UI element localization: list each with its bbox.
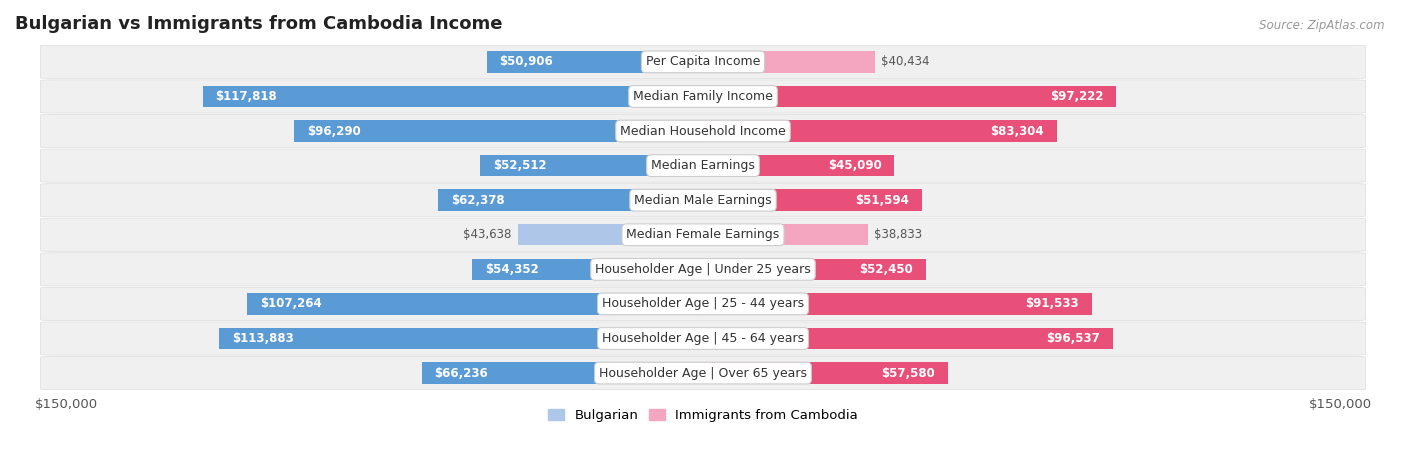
Text: $83,304: $83,304 — [990, 125, 1045, 138]
FancyBboxPatch shape — [41, 322, 1365, 355]
Text: $51,594: $51,594 — [855, 194, 910, 207]
FancyBboxPatch shape — [41, 253, 1365, 286]
Text: $62,378: $62,378 — [451, 194, 505, 207]
Text: Householder Age | Under 25 years: Householder Age | Under 25 years — [595, 263, 811, 276]
Text: $38,833: $38,833 — [875, 228, 922, 241]
Bar — [202, 86, 703, 107]
Bar — [219, 328, 703, 349]
Legend: Bulgarian, Immigrants from Cambodia: Bulgarian, Immigrants from Cambodia — [543, 404, 863, 427]
Text: Median Household Income: Median Household Income — [620, 125, 786, 138]
Text: Source: ZipAtlas.com: Source: ZipAtlas.com — [1260, 19, 1385, 32]
Text: $117,818: $117,818 — [215, 90, 277, 103]
Text: $66,236: $66,236 — [434, 367, 488, 380]
Bar — [703, 328, 1114, 349]
Text: $57,580: $57,580 — [882, 367, 935, 380]
FancyBboxPatch shape — [41, 114, 1365, 148]
Bar — [703, 155, 894, 177]
Text: Householder Age | 25 - 44 years: Householder Age | 25 - 44 years — [602, 297, 804, 311]
Text: $43,638: $43,638 — [463, 228, 512, 241]
Text: Median Female Earnings: Median Female Earnings — [627, 228, 779, 241]
Bar — [486, 51, 703, 73]
Bar — [703, 190, 922, 211]
Bar — [479, 155, 703, 177]
Text: $96,537: $96,537 — [1046, 332, 1101, 345]
Text: $97,222: $97,222 — [1050, 90, 1104, 103]
FancyBboxPatch shape — [41, 287, 1365, 320]
Bar — [472, 259, 703, 280]
Text: $45,090: $45,090 — [828, 159, 882, 172]
FancyBboxPatch shape — [41, 184, 1365, 217]
Bar — [703, 224, 868, 246]
Text: $54,352: $54,352 — [485, 263, 538, 276]
Bar — [703, 259, 925, 280]
Bar — [703, 86, 1116, 107]
FancyBboxPatch shape — [41, 149, 1365, 182]
Text: $96,290: $96,290 — [307, 125, 360, 138]
Text: $52,512: $52,512 — [492, 159, 547, 172]
Bar — [439, 190, 703, 211]
Text: Per Capita Income: Per Capita Income — [645, 56, 761, 68]
Text: Median Male Earnings: Median Male Earnings — [634, 194, 772, 207]
Text: $52,450: $52,450 — [859, 263, 912, 276]
Text: $91,533: $91,533 — [1025, 297, 1078, 311]
Bar — [703, 51, 875, 73]
Bar — [422, 362, 703, 384]
Bar — [703, 120, 1057, 142]
Bar — [517, 224, 703, 246]
Text: $107,264: $107,264 — [260, 297, 322, 311]
FancyBboxPatch shape — [41, 356, 1365, 389]
Text: Bulgarian vs Immigrants from Cambodia Income: Bulgarian vs Immigrants from Cambodia In… — [15, 15, 502, 33]
Bar — [294, 120, 703, 142]
Bar — [247, 293, 703, 315]
Text: $40,434: $40,434 — [882, 56, 929, 68]
FancyBboxPatch shape — [41, 218, 1365, 251]
Text: $50,906: $50,906 — [499, 56, 554, 68]
FancyBboxPatch shape — [41, 80, 1365, 113]
Text: Householder Age | Over 65 years: Householder Age | Over 65 years — [599, 367, 807, 380]
FancyBboxPatch shape — [41, 45, 1365, 78]
Text: $113,883: $113,883 — [232, 332, 294, 345]
Text: Householder Age | 45 - 64 years: Householder Age | 45 - 64 years — [602, 332, 804, 345]
Text: Median Earnings: Median Earnings — [651, 159, 755, 172]
Bar — [703, 362, 948, 384]
Bar — [703, 293, 1091, 315]
Text: Median Family Income: Median Family Income — [633, 90, 773, 103]
